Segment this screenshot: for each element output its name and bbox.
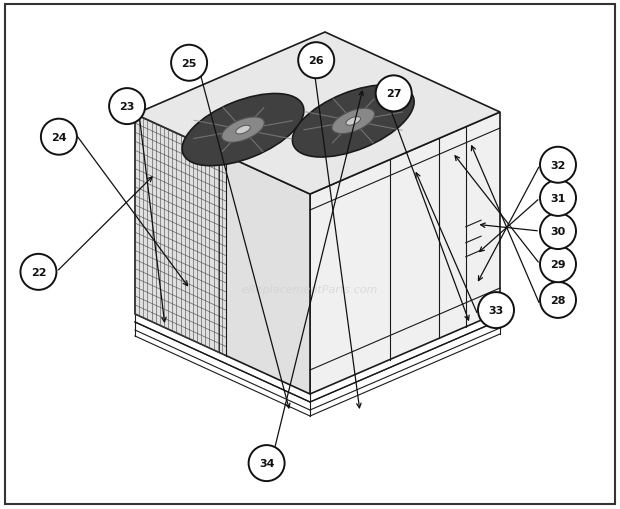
Circle shape (249, 445, 285, 481)
Text: 26: 26 (308, 56, 324, 66)
Ellipse shape (293, 86, 414, 158)
Polygon shape (310, 113, 500, 394)
Polygon shape (135, 33, 500, 194)
Circle shape (540, 214, 576, 249)
Circle shape (478, 293, 514, 328)
Text: 33: 33 (489, 305, 503, 316)
Text: 31: 31 (551, 193, 565, 204)
Ellipse shape (222, 118, 264, 143)
Circle shape (298, 43, 334, 79)
Circle shape (540, 247, 576, 282)
Text: 32: 32 (551, 160, 565, 171)
Text: 29: 29 (550, 260, 566, 270)
Polygon shape (135, 115, 310, 394)
Circle shape (540, 148, 576, 183)
Text: 28: 28 (550, 295, 565, 305)
Text: 25: 25 (182, 59, 197, 69)
Ellipse shape (346, 118, 361, 126)
Text: 34: 34 (259, 458, 274, 468)
Circle shape (540, 282, 576, 318)
Circle shape (20, 254, 56, 290)
Circle shape (171, 46, 207, 81)
Text: 30: 30 (551, 227, 565, 237)
Ellipse shape (332, 109, 374, 134)
Text: 23: 23 (120, 102, 135, 112)
Circle shape (109, 89, 145, 125)
Circle shape (41, 120, 77, 155)
Ellipse shape (236, 126, 250, 135)
Circle shape (376, 76, 412, 112)
Text: 24: 24 (51, 132, 67, 143)
Circle shape (540, 181, 576, 216)
Text: eReplacementParts.com: eReplacementParts.com (242, 285, 378, 294)
Text: 27: 27 (386, 89, 401, 99)
Ellipse shape (182, 94, 304, 166)
Text: 22: 22 (31, 267, 46, 277)
